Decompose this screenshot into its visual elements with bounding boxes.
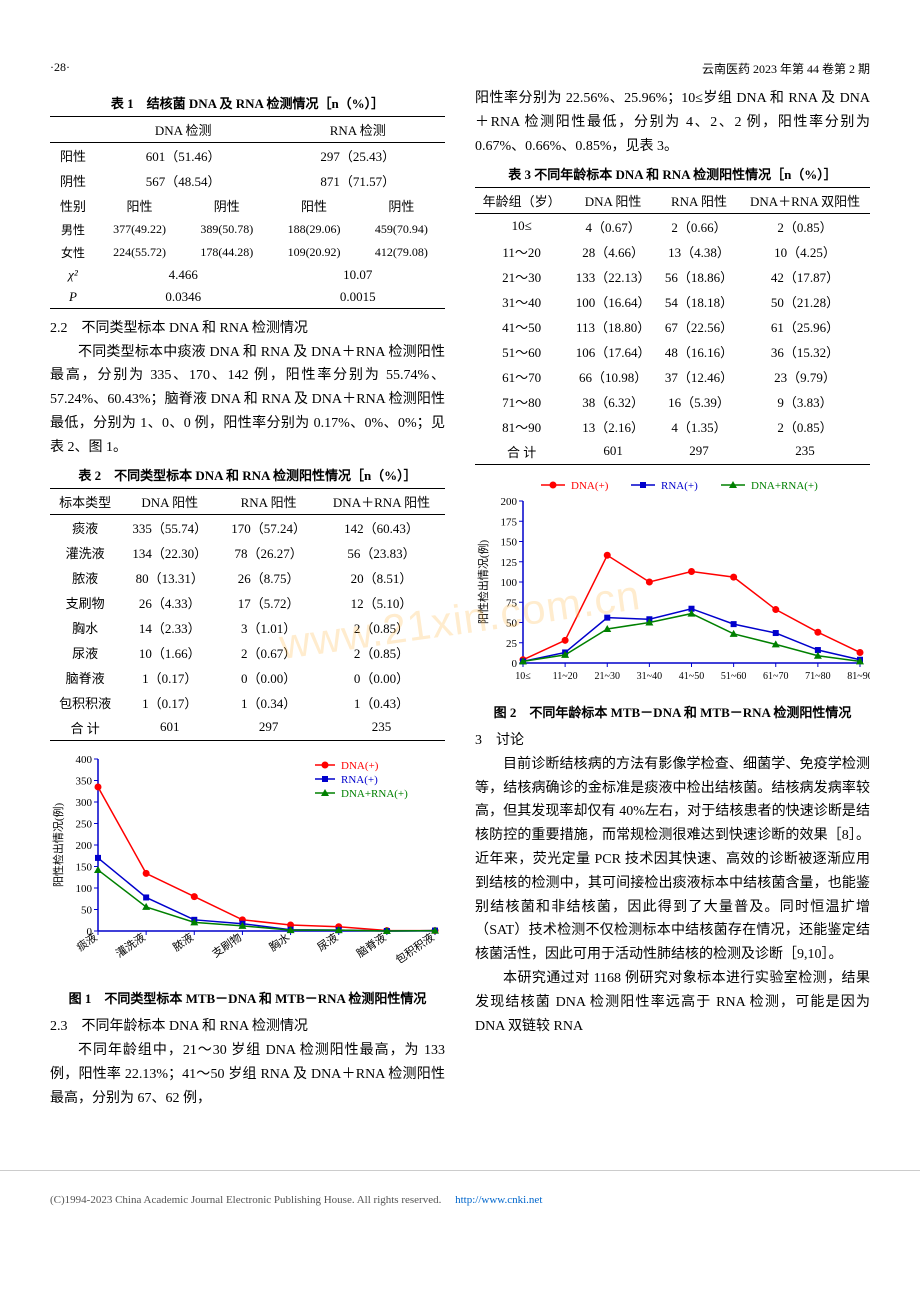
- svg-text:0: 0: [512, 658, 518, 670]
- page-header: ·28· 云南医药 2023 年第 44 卷第 2 期: [50, 60, 870, 77]
- svg-text:51~60: 51~60: [721, 671, 746, 682]
- svg-text:200: 200: [76, 840, 93, 852]
- svg-text:81~90: 81~90: [847, 671, 870, 682]
- figure-1: 050100150200250300350400痰液灌洗液脓液支刷物胸水尿液脑脊…: [50, 749, 445, 1007]
- journal-info: 云南医药 2023 年第 44 卷第 2 期: [702, 60, 870, 77]
- svg-text:脑脊液: 脑脊液: [354, 930, 389, 960]
- svg-text:250: 250: [76, 818, 93, 830]
- section-2-2-head: 2.2 不同类型标本 DNA 和 RNA 检测情况: [50, 317, 445, 337]
- svg-text:胸水: 胸水: [266, 930, 292, 954]
- svg-text:灌洗液: 灌洗液: [113, 930, 148, 960]
- svg-text:41~50: 41~50: [679, 671, 704, 682]
- svg-text:脓液: 脓液: [170, 930, 196, 954]
- svg-text:包积积液: 包积积液: [393, 930, 437, 967]
- svg-text:RNA(+): RNA(+): [341, 774, 378, 786]
- left-column: 表 1 结核菌 DNA 及 RNA 检测情况［n（%）］ DNA 检测RNA 检…: [50, 87, 445, 1110]
- svg-text:RNA(+): RNA(+): [661, 480, 698, 492]
- page-number: ·28·: [50, 60, 70, 77]
- section-3-p1: 目前诊断结核病的方法有影像学检查、细菌学、免疫学检测等，结核病确诊的金标准是痰液…: [475, 753, 870, 967]
- svg-text:350: 350: [76, 775, 93, 787]
- svg-text:阳性检出情况(例): 阳性检出情况(例): [476, 539, 490, 624]
- section-3-p2: 本研究通过对 1168 例研究对象标本进行实验室检测，结果发现结核菌 DNA 检…: [475, 967, 870, 1038]
- svg-text:150: 150: [501, 536, 518, 548]
- section-2-3-para: 不同年龄组中，21～30 岁组 DNA 检测阳性最高，为 133 例，阳性率 2…: [50, 1039, 445, 1110]
- svg-text:150: 150: [76, 861, 93, 873]
- fig2-caption: 图 2 不同年龄标本 MTB－DNA 和 MTB－RNA 检测阳性情况: [475, 702, 870, 721]
- svg-text:31~40: 31~40: [637, 671, 662, 682]
- svg-text:10≤: 10≤: [515, 671, 531, 682]
- right-top-para: 阳性率分别为 22.56%、25.96%；10≤岁组 DNA 和 RNA 及 D…: [475, 87, 870, 158]
- svg-text:400: 400: [76, 754, 93, 766]
- page-footer: (C)1994-2023 China Academic Journal Elec…: [0, 1170, 920, 1227]
- svg-text:尿液: 尿液: [314, 930, 340, 954]
- svg-text:50: 50: [506, 617, 518, 629]
- figure-2: 0 25 50 75 100 125 150 175 200 10≤ 11~20 21~30 31~40…: [475, 473, 870, 721]
- right-column: 阳性率分别为 22.56%、25.96%；10≤岁组 DNA 和 RNA 及 D…: [475, 87, 870, 1110]
- svg-text:11~20: 11~20: [553, 671, 578, 682]
- svg-text:DNA+RNA(+): DNA+RNA(+): [341, 788, 408, 800]
- section-3-head: 3 讨论: [475, 729, 870, 749]
- table3-caption: 表 3 不同年龄标本 DNA 和 RNA 检测阳性情况［n（%）］: [475, 164, 870, 183]
- svg-text:支刷物: 支刷物: [209, 930, 244, 960]
- cnki-link[interactable]: http://www.cnki.net: [455, 1194, 542, 1206]
- copyright-text: (C)1994-2023 China Academic Journal Elec…: [50, 1194, 452, 1206]
- section-2-2-para: 不同类型标本中痰液 DNA 和 RNA 及 DNA＋RNA 检测阳性最高，分别为…: [50, 341, 445, 460]
- svg-text:21~30: 21~30: [595, 671, 620, 682]
- svg-text:阳性检出情况(例): 阳性检出情况(例): [51, 802, 65, 887]
- svg-text:50: 50: [81, 904, 93, 916]
- table1-caption: 表 1 结核菌 DNA 及 RNA 检测情况［n（%）］: [50, 93, 445, 112]
- table3: 年龄组（岁）DNA 阳性RNA 阳性DNA＋RNA 双阳性10≤4（0.67）2…: [475, 187, 870, 465]
- section-2-3-head: 2.3 不同年龄标本 DNA 和 RNA 检测情况: [50, 1015, 445, 1035]
- svg-text:DNA+RNA(+): DNA+RNA(+): [751, 480, 818, 492]
- table2-caption: 表 2 不同类型标本 DNA 和 RNA 检测阳性情况［n（%）］: [50, 465, 445, 484]
- svg-text:300: 300: [76, 797, 93, 809]
- svg-text:61~70: 61~70: [763, 671, 788, 682]
- svg-text:100: 100: [76, 883, 93, 895]
- svg-text:75: 75: [506, 597, 518, 609]
- table1: DNA 检测RNA 检测阳性601（51.46）297（25.43）阴性567（…: [50, 116, 445, 309]
- svg-text:175: 175: [501, 516, 518, 528]
- fig1-chart: 050100150200250300350400痰液灌洗液脓液支刷物胸水尿液脑脊…: [50, 749, 445, 979]
- svg-text:DNA(+): DNA(+): [341, 760, 379, 772]
- fig1-caption: 图 1 不同类型标本 MTB－DNA 和 MTB－RNA 检测阳性情况: [50, 988, 445, 1007]
- svg-text:125: 125: [501, 557, 518, 569]
- svg-text:200: 200: [501, 496, 518, 508]
- svg-text:100: 100: [501, 577, 518, 589]
- table2: 标本类型DNA 阳性RNA 阳性DNA＋RNA 阳性痰液335（55.74）17…: [50, 488, 445, 741]
- fig2-chart: 0 25 50 75 100 125 150 175 200 10≤ 11~20 21~30 31~40…: [475, 473, 870, 693]
- svg-text:DNA(+): DNA(+): [571, 480, 609, 492]
- svg-text:25: 25: [506, 638, 518, 650]
- svg-text:71~80: 71~80: [805, 671, 830, 682]
